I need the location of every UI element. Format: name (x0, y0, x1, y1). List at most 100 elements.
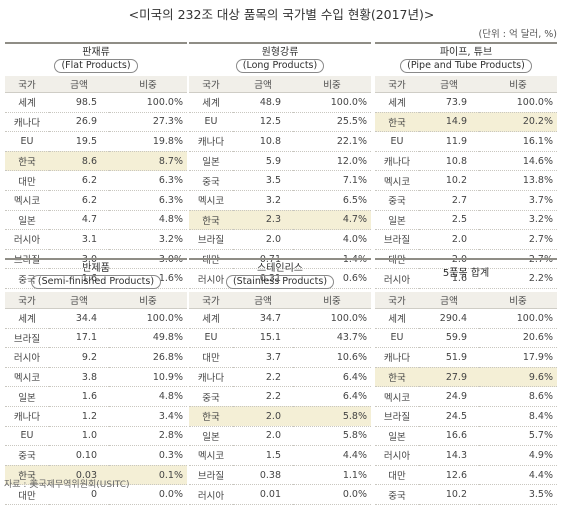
amount-cell: 24.5 (419, 406, 479, 427)
table-title: 5품목 합계 (442, 268, 490, 279)
share-cell: 49.8% (109, 328, 187, 349)
amount-cell: 2.0 (419, 229, 479, 250)
amount-cell: 27.9 (419, 367, 479, 388)
amount-cell: 1.6 (49, 268, 109, 289)
share-cell: 4.9% (479, 445, 557, 466)
table-row: 한국 8.6 8.7% (5, 151, 187, 172)
amount-cell: 4.7 (49, 210, 109, 231)
share-cell: 100.0% (293, 92, 371, 113)
share-cell: 100.0% (479, 308, 557, 329)
share-cell: 6.3% (109, 190, 187, 211)
table-row: 중국 1.6 1.6% (5, 268, 187, 289)
share-cell: 19.8% (109, 131, 187, 152)
table-row: 세계 98.5 100.0% (5, 92, 187, 113)
table-row: 멕시코 3.8 10.9% (5, 367, 187, 388)
share-cell: 6.4% (293, 386, 371, 407)
amount-cell: 51.9 (419, 347, 479, 368)
table-block: 5품목 합계 국가 금액 비중 세계 290.4 100.0% EU 59.9 20.6% 캐나다 5… (375, 258, 557, 505)
data-table: 국가 금액 비중 세계 34.7 100.0% EU 15.1 43.7% 대만 3.7 10.6% 캐… (189, 292, 371, 505)
table-row: EU 19.5 19.8% (5, 131, 187, 152)
country-cell: 브라질 (189, 229, 233, 250)
amount-cell: 19.5 (49, 131, 109, 152)
country-cell: 중국 (5, 445, 49, 466)
table-block: 스테인리스 (Stainless Products) 국가 금액 비중 세계 34.7 100… (189, 258, 371, 505)
amount-cell: 48.9 (233, 92, 293, 113)
country-cell: 대만 (5, 170, 49, 191)
table-row: 멕시코 10.2 13.8% (375, 170, 557, 191)
amount-cell: 34.7 (233, 308, 293, 329)
column-header: 비중 (293, 76, 371, 93)
share-cell: 1.6% (109, 268, 187, 289)
amount-cell: 3.8 (49, 367, 109, 388)
column-header: 국가 (375, 292, 419, 309)
country-cell: 세계 (189, 308, 233, 329)
share-cell: 3.2% (109, 229, 187, 250)
country-cell: 중국 (375, 484, 419, 505)
country-cell: 중국 (375, 190, 419, 211)
amount-cell: 0.03 (49, 465, 109, 486)
share-cell: 20.6% (479, 328, 557, 349)
share-cell: 100.0% (109, 308, 187, 329)
country-cell: 한국 (375, 112, 419, 133)
amount-cell: 2.0 (233, 406, 293, 427)
country-cell: 한국 (189, 406, 233, 427)
table-row: 러시아 3.1 3.2% (5, 229, 187, 250)
share-cell: 3.5% (479, 484, 557, 505)
country-cell: 중국 (189, 170, 233, 191)
country-cell: EU (189, 328, 233, 349)
table-row: 일본 2.5 3.2% (375, 210, 557, 231)
share-cell: 100.0% (479, 92, 557, 113)
share-cell: 2.7% (479, 229, 557, 250)
table-row: 브라질 17.1 49.8% (5, 328, 187, 349)
amount-cell: 0.38 (233, 465, 293, 486)
share-cell: 14.6% (479, 151, 557, 172)
country-cell: 브라질 (375, 229, 419, 250)
share-cell: 0.0% (293, 484, 371, 505)
table-row: 멕시코 24.9 8.6% (375, 386, 557, 407)
table-heading: 원형강류 (Long Products) (189, 42, 371, 76)
country-cell: 대만 (189, 347, 233, 368)
amount-cell: 73.9 (419, 92, 479, 113)
country-cell: 세계 (5, 308, 49, 329)
country-cell: 브라질 (189, 465, 233, 486)
table-row: 일본 5.9 12.0% (189, 151, 371, 172)
country-cell: 한국 (5, 151, 49, 172)
share-cell: 4.4% (293, 445, 371, 466)
share-cell: 0.3% (109, 445, 187, 466)
amount-cell: 8.6 (49, 151, 109, 172)
table-title: 판재류 (82, 47, 110, 58)
table-row: 러시아 1.6 2.2% (375, 268, 557, 289)
table-row: 멕시코 3.2 6.5% (189, 190, 371, 211)
country-cell: EU (5, 426, 49, 447)
table-row: EU 12.5 25.5% (189, 112, 371, 133)
table-subtitle: (Semi-finished Products) (30, 275, 162, 289)
amount-cell: 1.5 (233, 445, 293, 466)
country-cell: 일본 (5, 386, 49, 407)
amount-cell: 2.0 (233, 229, 293, 250)
country-cell: 러시아 (375, 445, 419, 466)
table-row: 캐나다 51.9 17.9% (375, 347, 557, 368)
amount-cell: 2.7 (419, 190, 479, 211)
amount-cell: 3.1 (49, 229, 109, 250)
amount-cell: 14.9 (419, 112, 479, 133)
country-cell: 캐나다 (375, 151, 419, 172)
country-cell: 세계 (375, 92, 419, 113)
share-cell: 2.2% (479, 268, 557, 289)
table-row: 대만 3.7 10.6% (189, 347, 371, 368)
share-cell: 8.4% (479, 406, 557, 427)
country-cell: 러시아 (189, 484, 233, 505)
table-row: 일본 1.6 4.8% (5, 386, 187, 407)
share-cell: 5.7% (479, 426, 557, 447)
table-row: 중국 2.7 3.7% (375, 190, 557, 211)
amount-cell: 59.9 (419, 328, 479, 349)
country-cell: 세계 (189, 92, 233, 113)
share-cell: 3.2% (479, 210, 557, 231)
amount-cell: 2.0 (233, 426, 293, 447)
column-header: 국가 (375, 76, 419, 93)
share-cell: 7.1% (293, 170, 371, 191)
country-cell: 일본 (5, 210, 49, 231)
amount-cell: 14.3 (419, 445, 479, 466)
country-cell: 멕시코 (189, 445, 233, 466)
amount-cell: 9.2 (49, 347, 109, 368)
column-header: 비중 (479, 76, 557, 93)
